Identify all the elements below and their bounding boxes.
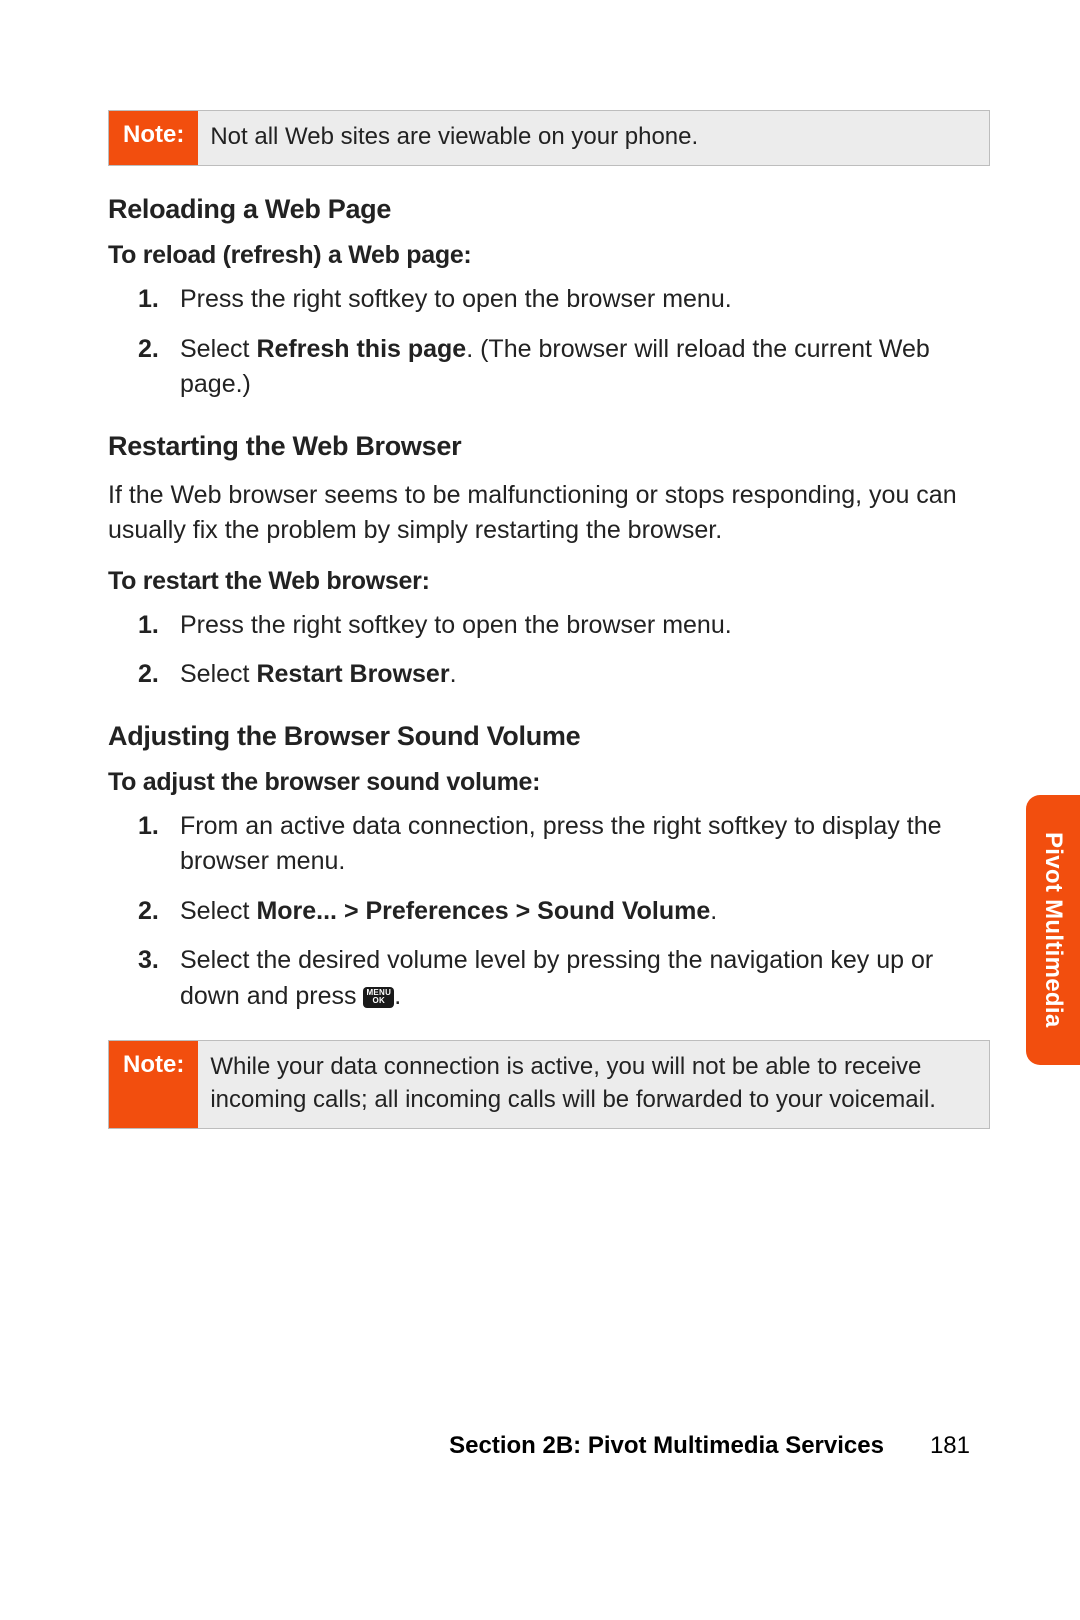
footer-page-number: 181	[930, 1432, 970, 1459]
manual-page: Note: Not all Web sites are viewable on …	[0, 0, 1080, 1620]
list-item: 3.Select the desired volume level by pre…	[180, 943, 990, 1014]
paragraph-restart: If the Web browser seems to be malfuncti…	[108, 478, 990, 549]
note-text: Not all Web sites are viewable on your p…	[198, 111, 989, 165]
step-number: 3.	[138, 943, 159, 979]
heading-reloading: Reloading a Web Page	[108, 194, 990, 225]
list-item: 2.Select Restart Browser.	[180, 657, 990, 693]
step-text: Select More... > Preferences > Sound Vol…	[180, 897, 717, 925]
step-number: 1.	[138, 809, 159, 845]
subheading-restart: To restart the Web browser:	[108, 567, 990, 596]
step-number: 2.	[138, 657, 159, 693]
subheading-volume: To adjust the browser sound volume:	[108, 768, 990, 797]
heading-restarting: Restarting the Web Browser	[108, 431, 990, 462]
step-number: 1.	[138, 282, 159, 318]
note-box-2: Note: While your data connection is acti…	[108, 1040, 990, 1129]
footer-section: Section 2B: Pivot Multimedia Services	[449, 1432, 884, 1459]
subheading-reload: To reload (refresh) a Web page:	[108, 241, 990, 270]
page-footer: Section 2B: Pivot Multimedia Services 181	[449, 1432, 970, 1460]
step-text: Press the right softkey to open the brow…	[180, 611, 732, 639]
list-item: 1.Press the right softkey to open the br…	[180, 282, 990, 318]
steps-volume: 1. From an active data connection, press …	[108, 809, 990, 1015]
step-text: Select Refresh this page. (The browser w…	[180, 335, 930, 399]
note-text: While your data connection is active, yo…	[198, 1041, 989, 1128]
step-number: 2.	[138, 894, 159, 930]
step-text: From an active data connection, press th…	[180, 812, 942, 876]
step-number: 2.	[138, 332, 159, 368]
steps-restart: 1. Press the right softkey to open the br…	[108, 608, 990, 693]
list-item: 1.Press the right softkey to open the br…	[180, 608, 990, 644]
steps-reload: 1. Press the right softkey to open the br…	[108, 282, 990, 403]
list-item: 2.Select More... > Preferences > Sound V…	[180, 894, 990, 930]
list-item: 2.Select Refresh this page. (The browser…	[180, 332, 990, 403]
step-text: Select the desired volume level by press…	[180, 946, 933, 1010]
step-text: Select Restart Browser.	[180, 660, 457, 688]
note-label: Note:	[109, 1041, 198, 1128]
side-tab: Pivot Multimedia	[1026, 795, 1080, 1065]
heading-volume: Adjusting the Browser Sound Volume	[108, 721, 990, 752]
note-label: Note:	[109, 111, 198, 165]
note-box-1: Note: Not all Web sites are viewable on …	[108, 110, 990, 166]
menu-ok-key-icon: MENUOK	[363, 987, 394, 1008]
step-text: Press the right softkey to open the brow…	[180, 285, 732, 313]
list-item: 1.From an active data connection, press …	[180, 809, 990, 880]
side-tab-label: Pivot Multimedia	[1039, 832, 1067, 1028]
step-number: 1.	[138, 608, 159, 644]
